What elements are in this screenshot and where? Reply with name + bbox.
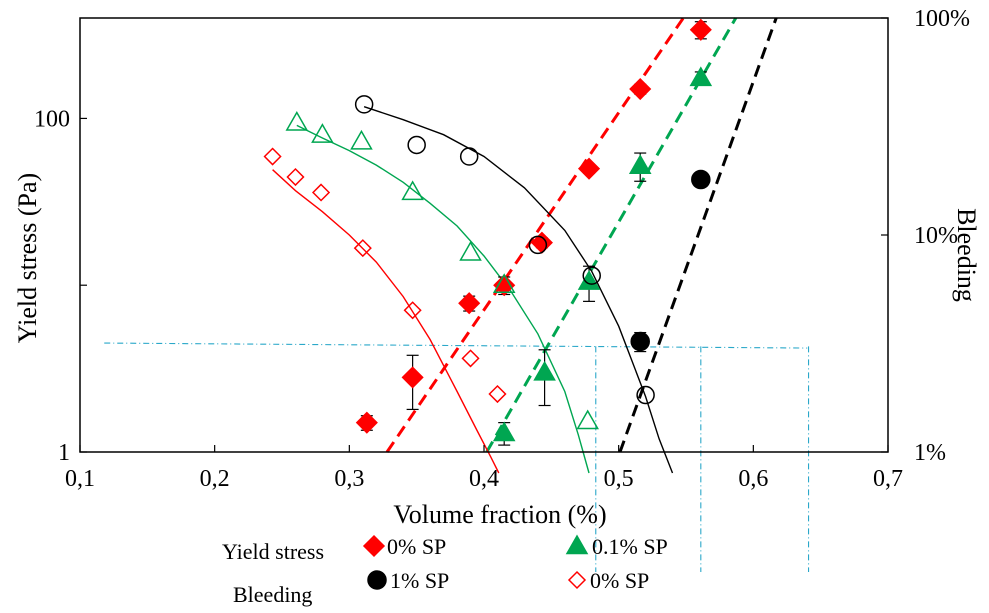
data-point bbox=[630, 331, 650, 352]
data-point bbox=[350, 129, 373, 150]
plot-frame bbox=[79, 17, 889, 453]
fit-curve bbox=[296, 124, 590, 474]
data-point bbox=[461, 349, 480, 368]
y-tick-label: 100 bbox=[34, 106, 70, 132]
data-point bbox=[263, 147, 282, 166]
data-point bbox=[401, 366, 424, 389]
data-point bbox=[577, 157, 601, 180]
legend-marker bbox=[565, 534, 589, 555]
legend: Yield stress Bleeding 0% SP 0.1% SP 1% S… bbox=[222, 534, 668, 607]
data-point bbox=[459, 147, 479, 166]
y2-tick-label: 100% bbox=[914, 6, 970, 32]
legend-label-0pct-sp-bleeding: 0% SP bbox=[590, 568, 649, 593]
y2-tick-label: 1% bbox=[914, 440, 946, 466]
data-point bbox=[407, 135, 426, 155]
data-point bbox=[691, 169, 711, 190]
data-point bbox=[459, 241, 482, 261]
legend-label-1pct-sp-yield: 1% SP bbox=[390, 568, 449, 593]
x-tick-label: 0,4 bbox=[469, 466, 499, 492]
legend-label-0pct-sp-yield: 0% SP bbox=[387, 534, 446, 559]
data-point bbox=[403, 301, 422, 320]
guide-horizontal bbox=[104, 342, 808, 349]
data-point bbox=[286, 167, 305, 187]
x-tick-label: 0,6 bbox=[738, 466, 768, 492]
legend-group-bleeding: Bleeding bbox=[233, 582, 312, 607]
data-point bbox=[353, 239, 372, 258]
data-point bbox=[576, 409, 599, 430]
data-point bbox=[528, 235, 548, 255]
data-point bbox=[311, 183, 331, 202]
data-point bbox=[533, 360, 556, 381]
fit-curves bbox=[272, 17, 778, 474]
fit-curve bbox=[272, 169, 500, 474]
data-point bbox=[636, 385, 655, 405]
legend-label-01pct-sp-yield: 0.1% SP bbox=[592, 534, 668, 559]
x-tick-label: 0,3 bbox=[334, 466, 364, 492]
x-axis-title: Volume fraction (%) bbox=[393, 500, 606, 529]
data-point bbox=[530, 231, 553, 254]
data-point bbox=[354, 95, 374, 114]
x-tick-label: 0,2 bbox=[200, 466, 230, 492]
legend-group-yield-stress: Yield stress bbox=[222, 539, 324, 564]
data-point bbox=[488, 384, 507, 404]
data-point bbox=[311, 123, 334, 143]
fit-curve bbox=[485, 17, 738, 453]
guide-lines bbox=[104, 342, 810, 572]
axis-ticks: 0,1 0,2 0,3 0,4 0,5 0,6 0,7 1 100 1% 10% 100% bbox=[34, 6, 970, 492]
data-point bbox=[628, 154, 652, 175]
legend-marker bbox=[367, 570, 387, 590]
data-point bbox=[355, 411, 378, 434]
data-point bbox=[458, 292, 481, 315]
x-tick-label: 0,5 bbox=[604, 466, 634, 492]
data-point bbox=[285, 110, 309, 131]
fit-curve bbox=[363, 106, 674, 474]
data-point bbox=[582, 266, 601, 285]
y-axis-title: Yield stress (Pa) bbox=[13, 173, 42, 343]
y2-tick-label: 10% bbox=[914, 223, 958, 249]
legend-marker bbox=[567, 570, 587, 590]
x-tick-label: 0,1 bbox=[65, 466, 95, 492]
data-point bbox=[689, 66, 713, 87]
y2-axis-title: Bleeding bbox=[952, 208, 981, 302]
fit-curve bbox=[618, 17, 778, 453]
legend-marker bbox=[362, 534, 386, 558]
data-point bbox=[629, 77, 652, 101]
data-point bbox=[689, 18, 712, 41]
x-tick-label: 0,7 bbox=[873, 466, 903, 492]
data-points bbox=[263, 18, 713, 442]
data-point bbox=[492, 421, 516, 442]
data-point bbox=[493, 274, 516, 297]
data-point bbox=[492, 273, 516, 293]
y-tick-label: 1 bbox=[58, 440, 70, 466]
data-point bbox=[401, 180, 424, 201]
